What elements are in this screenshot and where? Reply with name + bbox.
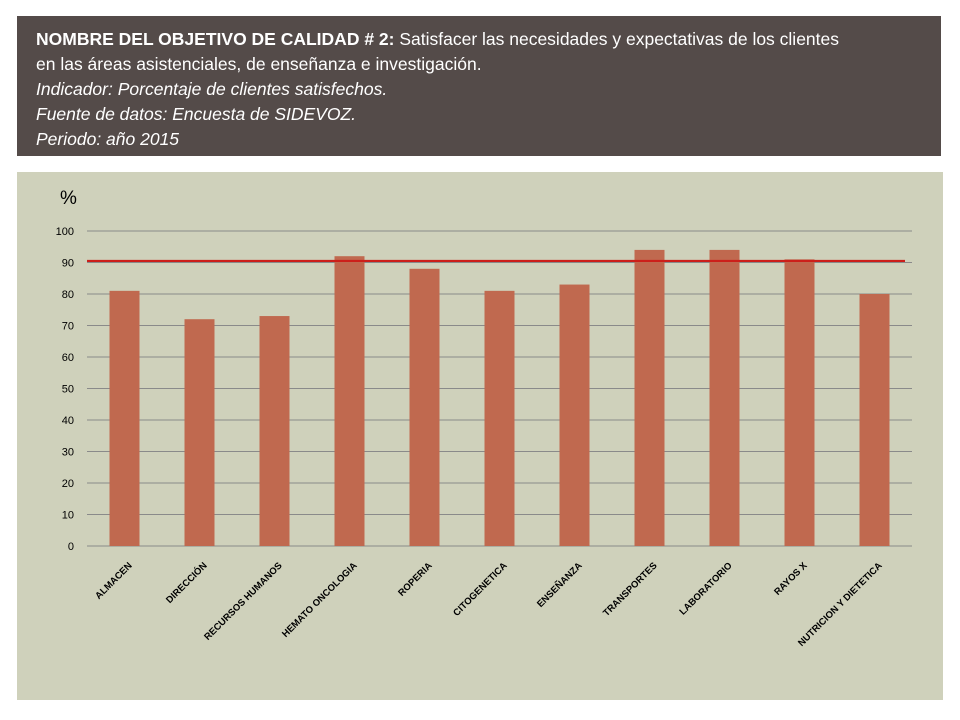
x-tick-label: ALMACEN [93, 560, 134, 601]
x-tick-label: DIRECCIÓN [163, 560, 209, 606]
bar [334, 256, 365, 546]
x-tick-label: CITOGENETICA [451, 560, 510, 619]
indicator-line: Indicador: Porcentaje de clientes satisf… [36, 77, 941, 102]
bar [634, 249, 665, 546]
bar-chart: % 0 10 20 30 40 50 60 70 80 90 100 ALMACEN DIRECCIÓ… [56, 188, 912, 649]
x-tick-label: TRANSPORTES [601, 560, 660, 619]
objective-title-line: NOMBRE DEL OBJETIVO DE CALIDAD # 2: Sati… [36, 27, 941, 52]
indicator-label: Indicador [36, 79, 108, 99]
x-tick-label: RECURSOS HUMANOS [202, 560, 284, 642]
y-tick-label: 0 [68, 541, 74, 553]
bar [259, 316, 290, 546]
bar [784, 259, 815, 546]
y-tick-label: 100 [56, 226, 74, 238]
y-tick-label: 80 [62, 289, 74, 301]
source-text: : Encuesta de SIDEVOZ. [162, 104, 357, 124]
source-line: Fuente de datos: Encuesta de SIDEVOZ. [36, 102, 941, 127]
gridlines [87, 230, 912, 547]
bar [709, 249, 740, 546]
x-tick-label: LABORATORIO [677, 560, 734, 617]
y-tick-label: 60 [62, 352, 74, 364]
period-label: Periodo [36, 129, 97, 149]
x-tick-label: HEMATO ONCOLOGIA [280, 560, 360, 640]
x-tick-label: NUTRICION Y DIETETICA [796, 560, 885, 649]
y-tick-label: 10 [62, 510, 74, 522]
bar [484, 290, 515, 546]
y-tick-label: 70 [62, 321, 74, 333]
x-tick-label: RAYOS X [772, 560, 810, 598]
x-tick-label: ROPERIA [396, 560, 434, 598]
objective-title-line-2: en las áreas asistenciales, de enseñanza… [36, 54, 482, 74]
objective-title-text: Satisfacer las necesidades y expectativa… [394, 29, 840, 49]
period-text: : año 2015 [96, 129, 180, 149]
chart-panel: % 0 10 20 30 40 50 60 70 80 90 100 ALMACEN DIRECCIÓ… [17, 172, 943, 700]
bar [859, 294, 890, 546]
bar [559, 284, 590, 546]
x-tick-label: ENSEÑANZA [535, 560, 585, 610]
y-tick-label: 50 [62, 384, 74, 396]
objective-title-colon: : [388, 29, 395, 49]
bars [109, 249, 890, 546]
y-tick-label: 30 [62, 447, 74, 459]
source-label: Fuente de datos [36, 104, 163, 124]
y-tick-label: 20 [62, 478, 74, 490]
bar [109, 290, 140, 546]
indicator-text: : Porcentaje de clientes satisfechos. [108, 79, 388, 99]
period-line: Periodo: año 2015 [36, 127, 941, 152]
y-tick-labels: 0 10 20 30 40 50 60 70 80 90 100 [56, 226, 74, 553]
bar [184, 319, 215, 546]
header-banner: NOMBRE DEL OBJETIVO DE CALIDAD # 2: Sati… [17, 16, 941, 156]
bar [409, 268, 440, 546]
objective-title-label: NOMBRE DEL OBJETIVO DE CALIDAD # 2 [36, 29, 389, 49]
y-tick-label: 90 [62, 258, 74, 270]
y-tick-label: 40 [62, 415, 74, 427]
y-axis-label: % [60, 188, 77, 209]
